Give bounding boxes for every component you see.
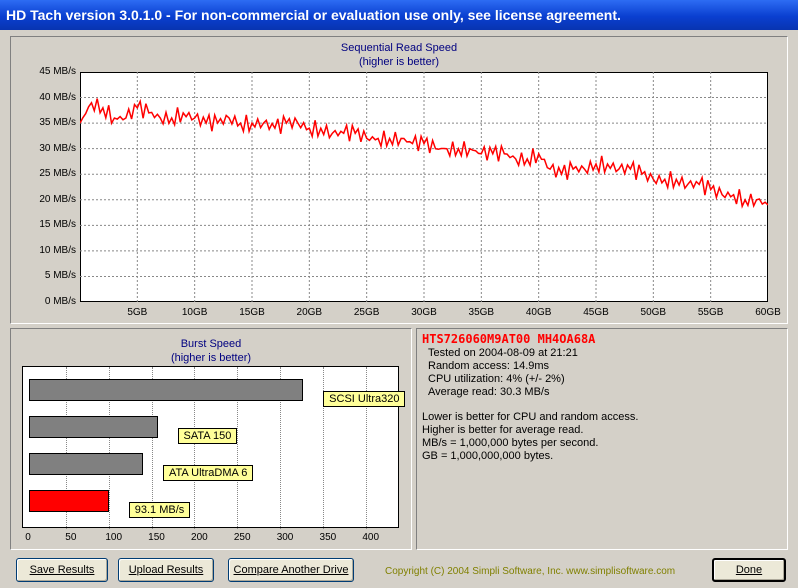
burst-x-tick-label: 250 [233, 532, 251, 543]
save-results-button[interactable]: Save Results [16, 558, 108, 582]
sequential-plot-area [80, 72, 768, 302]
sequential-y-tick-label: 25 MB/s [39, 168, 76, 180]
compare-another-drive-label: Compare Another Drive [233, 564, 349, 576]
save-results-label: Save Results [29, 564, 95, 576]
burst-gridline [108, 367, 110, 529]
sequential-y-tick-label: 5 MB/s [44, 270, 76, 282]
note-lower-better: Lower is better for CPU and random acces… [422, 411, 639, 423]
burst-x-tick-label: 400 [362, 532, 380, 543]
burst-bar-label: SATA 150 [177, 428, 238, 444]
burst-bar [29, 379, 304, 401]
done-label: Done [735, 564, 763, 576]
sequential-x-tick-label: 5GB [127, 307, 148, 318]
sequential-x-tick-label: 45GB [583, 307, 609, 318]
average-read: Average read: 30.3 MB/s [428, 386, 550, 398]
sequential-y-tick-label: 10 MB/s [39, 244, 76, 256]
note-higher-better: Higher is better for average read. [422, 424, 584, 436]
burst-x-tick-label: 300 [276, 532, 294, 543]
upload-results-label: Upload Results [128, 564, 204, 576]
sequential-x-tick-label: 30GB [411, 307, 437, 318]
sequential-x-tick-label: 25GB [353, 307, 380, 318]
upload-results-button[interactable]: Upload Results [118, 558, 214, 582]
note-gb-definition: GB = 1,000,000,000 bytes. [422, 450, 554, 462]
title-bar: HD Tach version 3.0.1.0 - For non-commer… [0, 0, 798, 30]
burst-gridline [237, 367, 239, 529]
copyright-text: Copyright (C) 2004 Simpli Software, Inc.… [385, 566, 676, 577]
sequential-y-tick-label: 0 MB/s [44, 296, 76, 307]
sequential-x-tick-label: 20GB [296, 307, 323, 318]
burst-chart-title: Burst Speed [180, 338, 242, 350]
burst-gridline [194, 367, 196, 529]
burst-chart-subtitle: (higher is better) [170, 352, 252, 364]
burst-gridline [322, 367, 324, 529]
sequential-x-tick-label: 40GB [525, 307, 552, 318]
burst-bar [29, 416, 158, 438]
random-access: Random access: 14.9ms [428, 360, 550, 372]
burst-gridline [151, 367, 153, 529]
burst-bar [29, 490, 109, 512]
cpu-utilization: CPU utilization: 4% (+/- 2%) [428, 373, 565, 385]
sequential-y-tick-label: 15 MB/s [39, 219, 76, 231]
drive-info-panel: HTS726060M9AT00 MH4OA68A Tested on 2004-… [416, 328, 788, 550]
drive-name: HTS726060M9AT00 MH4OA68A [422, 332, 596, 346]
sequential-chart-subtitle: (higher is better) [358, 56, 440, 68]
burst-gridline [65, 367, 67, 529]
sequential-plot-background [80, 72, 768, 302]
burst-bar [29, 453, 143, 475]
burst-x-tick-label: 150 [148, 532, 165, 543]
burst-x-tick-label: 0 [25, 532, 31, 543]
burst-bar-label: ATA UltraDMA 6 [162, 465, 254, 481]
burst-x-tick-label: 100 [105, 532, 123, 543]
sequential-x-tick-label: 15GB [239, 307, 265, 318]
burst-x-tick-label: 350 [319, 532, 337, 543]
sequential-y-tick-label: 40 MB/s [39, 91, 76, 103]
tested-on: Tested on 2004-08-09 at 21:21 [428, 347, 578, 359]
sequential-chart-title: Sequential Read Speed [340, 42, 458, 54]
sequential-y-tick-label: 45 MB/s [39, 66, 76, 77]
sequential-y-tick-label: 20 MB/s [39, 193, 76, 205]
sequential-x-tick-label: 35GB [468, 307, 495, 318]
sequential-read-line [80, 98, 768, 209]
note-mbs-definition: MB/s = 1,000,000 bytes per second. [422, 437, 599, 449]
sequential-y-tick-label: 30 MB/s [39, 142, 76, 154]
sequential-x-tick-label: 10GB [181, 307, 208, 318]
burst-gridline [365, 367, 367, 529]
burst-x-tick-label: 200 [191, 532, 208, 543]
done-button[interactable]: Done [712, 558, 786, 582]
sequential-y-tick-label: 35 MB/s [39, 117, 76, 129]
burst-bar-label: 93.1 MB/s [128, 502, 191, 518]
burst-x-tick-label: 50 [65, 532, 77, 543]
sequential-x-tick-label: 60GB [755, 307, 781, 318]
burst-plot-area: SCSI Ultra320 SATA 150 ATA UltraDMA 6 93.1 … [22, 366, 406, 529]
sequential-x-tick-label: 50GB [640, 307, 667, 318]
burst-gridline [280, 367, 282, 529]
sequential-x-tick-label: 55GB [697, 307, 724, 318]
compare-another-drive-button[interactable]: Compare Another Drive [228, 558, 354, 582]
window-title: HD Tach version 3.0.1.0 - For non-commer… [6, 7, 621, 23]
burst-bar-label: SCSI Ultra320 [323, 391, 406, 407]
